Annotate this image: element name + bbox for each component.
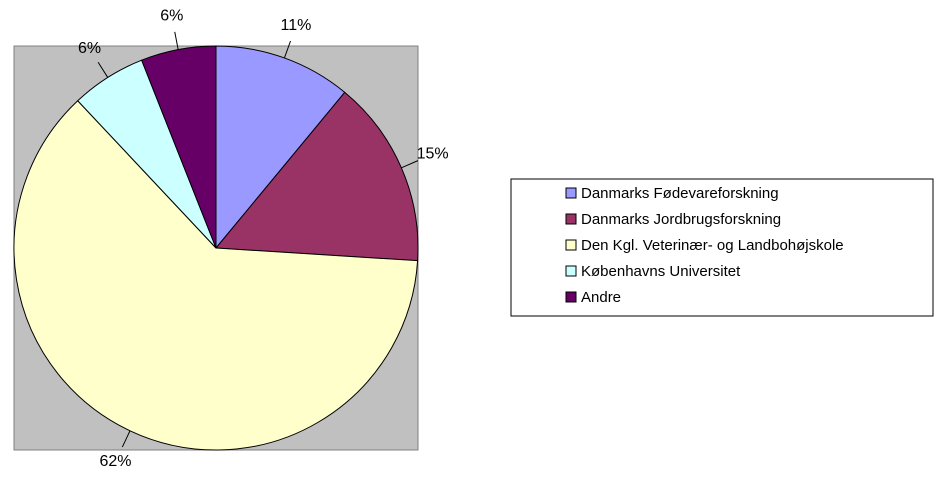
data-label: 62%: [100, 453, 132, 470]
leader-line: [97, 61, 109, 78]
legend-swatch: [565, 239, 577, 251]
leader-line: [174, 31, 179, 50]
data-label: 15%: [417, 145, 449, 162]
legend-label: Den Kgl. Veterinær- og Landbohøjskole: [581, 237, 844, 254]
legend-label: Danmarks Jordbrugsforskning: [581, 211, 781, 228]
pie-slice: [13, 100, 419, 451]
data-label: 6%: [78, 40, 101, 57]
legend-label: Danmarks Fødevareforskning: [581, 185, 779, 202]
legend-swatch: [565, 213, 577, 225]
legend-swatch: [565, 187, 577, 199]
legend: [510, 178, 934, 317]
data-label: 6%: [160, 7, 183, 24]
leader-line: [283, 40, 291, 59]
leader-line: [401, 160, 419, 169]
data-label: 11%: [281, 17, 312, 34]
leader-line: [121, 430, 131, 448]
legend-label: Andre: [581, 289, 621, 306]
legend-label: Københavns Universitet: [581, 263, 741, 280]
legend-swatch: [565, 265, 577, 277]
pie-slice: [214, 91, 419, 262]
pie-slice: [140, 45, 217, 249]
legend-swatch: [565, 291, 577, 303]
